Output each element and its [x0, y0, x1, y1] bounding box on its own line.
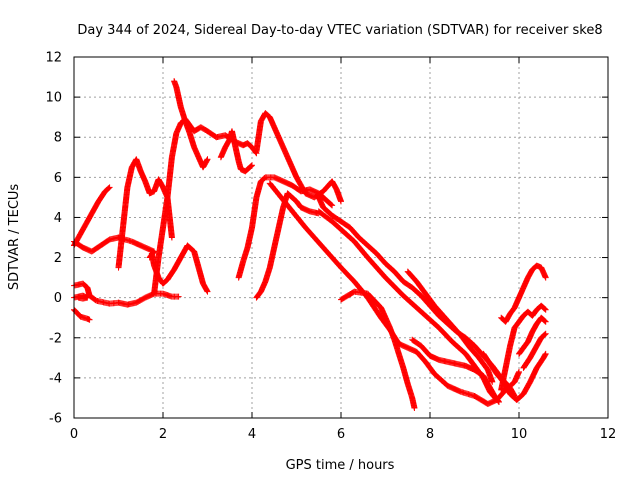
y-tick-label: -4 [49, 371, 62, 386]
series-track-9 [171, 78, 211, 171]
series-track-10 [217, 128, 255, 175]
series-track-23 [516, 314, 549, 357]
data-point [204, 156, 211, 163]
series-track-14 [315, 208, 500, 403]
data-points [71, 78, 549, 411]
data-point [75, 294, 82, 301]
data-point [247, 163, 254, 170]
x-tick-label: 6 [337, 427, 345, 442]
plot-border [73, 56, 609, 419]
series-track-24 [520, 330, 549, 371]
data-point [86, 316, 93, 323]
series-track-21 [498, 302, 549, 393]
y-tick-labels: -6 -4 -2 0 2 4 6 8 10 12 [45, 51, 62, 427]
data-point [329, 202, 336, 209]
data-point [175, 293, 182, 300]
series-track-1 [71, 184, 113, 249]
x-tick-label: 10 [511, 427, 528, 442]
y-tick-label: -2 [49, 331, 62, 346]
series-track-4 [71, 306, 93, 323]
series-track-11 [235, 174, 336, 281]
data-point [105, 185, 112, 192]
data-point [495, 398, 502, 405]
x-tick-label: 0 [70, 427, 78, 442]
y-axis-label: SDTVAR / TECUs [7, 184, 22, 291]
data-point [542, 306, 549, 313]
y-tick-label: -6 [49, 412, 62, 427]
x-tick-labels: 0 2 4 6 8 10 12 [70, 427, 616, 442]
data-point [248, 162, 255, 169]
data-point [495, 398, 502, 405]
data-point [542, 318, 549, 325]
y-tick-label: 12 [45, 51, 62, 66]
data-point [541, 318, 548, 325]
y-tick-label: 0 [54, 291, 62, 306]
x-tick-label: 8 [426, 427, 434, 442]
data-point [541, 317, 548, 324]
data-point [260, 175, 267, 182]
data-point [106, 184, 113, 191]
x-axis-label: GPS time / hours [286, 458, 395, 473]
y-tick-label: 4 [54, 211, 62, 226]
data-point [542, 330, 549, 337]
data-point [328, 201, 335, 208]
data-point [105, 185, 112, 192]
series-track-5 [71, 292, 91, 302]
y-tick-label: 6 [54, 171, 62, 186]
data-point [516, 368, 522, 375]
series-track-3 [71, 280, 182, 308]
series-track-17 [338, 288, 418, 411]
x-tick-label: 4 [248, 427, 256, 442]
y-tick-label: 8 [54, 131, 62, 146]
y-tick-label: 10 [45, 91, 62, 106]
data-point [411, 404, 418, 411]
data-point [542, 274, 549, 281]
series-track-8 [151, 116, 260, 297]
data-point [489, 378, 496, 385]
data-point [541, 332, 548, 339]
data-point [542, 350, 549, 357]
data-point [541, 331, 548, 338]
data-point [541, 305, 548, 312]
data-point [249, 162, 255, 169]
series-track-22 [498, 262, 549, 325]
chart-title: Day 344 of 2024, Sidereal Day-to-day VTE… [77, 23, 602, 38]
data-point [327, 201, 334, 208]
x-tick-label: 2 [159, 427, 167, 442]
data-point [541, 306, 548, 313]
data-point [168, 234, 175, 241]
data-point [338, 198, 344, 205]
y-tick-label: 2 [54, 251, 62, 266]
series-track-19 [409, 336, 502, 405]
series-track-13 [253, 110, 344, 205]
x-tick-label: 12 [600, 427, 617, 442]
series-track-18 [404, 268, 496, 385]
data-point [204, 288, 211, 295]
